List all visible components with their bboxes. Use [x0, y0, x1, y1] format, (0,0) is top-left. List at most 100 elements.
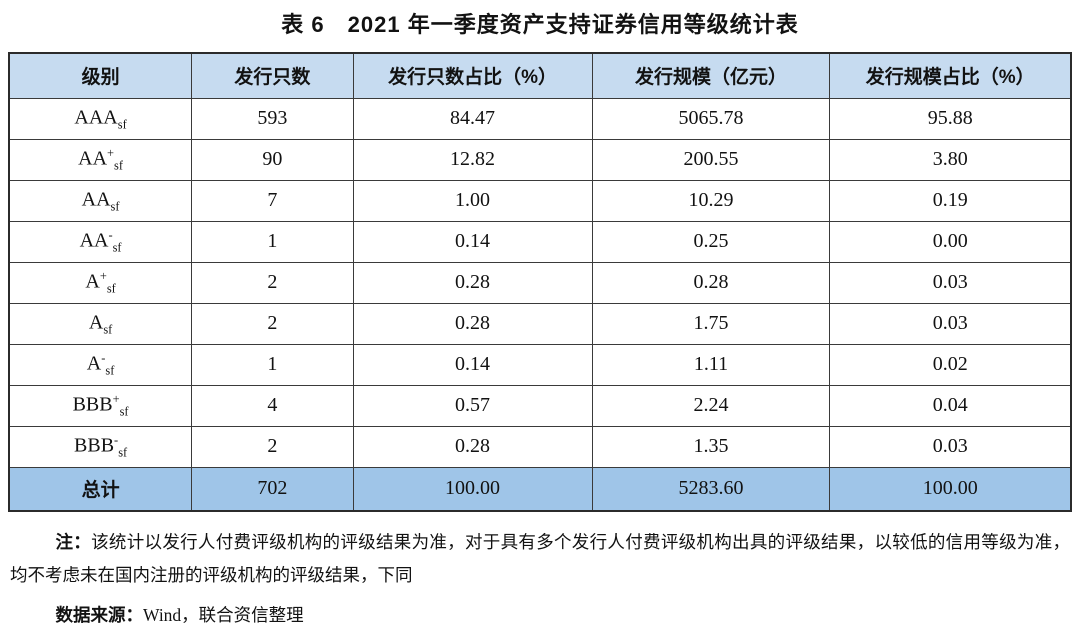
issue-scale-pct-cell: 0.19: [829, 179, 1072, 222]
issue-scale-cell: 0.25: [591, 220, 831, 263]
rating-label: AA-sf: [8, 220, 193, 263]
issue-count-pct-cell: 0.14: [352, 220, 593, 263]
rating-superscript: -: [114, 432, 119, 447]
footnotes: 注：该统计以发行人付费评级机构的评级结果为准，对于具有多个发行人付费评级机构出具…: [10, 526, 1070, 631]
header-cell-issue-count-pct: 发行只数占比（%）: [352, 52, 593, 99]
issue-scale-cell: 200.55: [591, 138, 831, 181]
note-text: 该统计以发行人付费评级机构的评级结果为准，对于具有多个发行人付费评级机构出具的评…: [10, 532, 1070, 586]
rating-subscript: sf: [110, 199, 120, 214]
total-row: 总计 702 100.00 5283.60 100.00: [8, 466, 1072, 512]
issue-scale-cell: 0.28: [591, 261, 831, 304]
rating-superscript: +: [112, 391, 120, 406]
rating-subscript: sf: [119, 404, 129, 419]
rating-base: A: [88, 311, 104, 334]
rating-statistics-table: 级别 发行只数 发行只数占比（%） 发行规模（亿元） 发行规模占比（%） AAA…: [8, 52, 1072, 512]
header-cell-issue-count: 发行只数: [191, 52, 354, 99]
table-row: BBB-sf 2 0.28 1.35 0.03: [8, 425, 1072, 468]
header-cell-issue-scale-pct: 发行规模占比（%）: [829, 52, 1072, 99]
issue-scale-pct-cell: 3.80: [829, 138, 1072, 181]
rating-base: AA: [78, 147, 108, 170]
rating-label: AA+sf: [8, 138, 193, 181]
issue-count-cell: 1: [191, 220, 354, 263]
note-prefix: 注：: [55, 532, 92, 552]
table-title: 表 6 2021 年一季度资产支持证券信用等级统计表: [281, 12, 799, 37]
issue-count-pct-cell: 12.82: [352, 138, 593, 181]
rating-subscript: sf: [103, 322, 113, 337]
issue-scale-pct-cell: 95.88: [829, 97, 1072, 140]
source-paragraph: 数据来源：Wind，联合资信整理: [10, 599, 1070, 631]
issue-scale-pct-cell: 0.03: [829, 261, 1072, 304]
issue-count-pct-cell: 0.28: [352, 302, 593, 345]
issue-count-cell: 593: [191, 97, 354, 140]
header-cell-level: 级别: [8, 52, 193, 99]
total-count: 702: [191, 466, 354, 512]
rating-label: A+sf: [8, 261, 193, 304]
issue-scale-cell: 10.29: [591, 179, 831, 222]
rating-label: A-sf: [8, 343, 193, 386]
table-row: Asf 2 0.28 1.75 0.03: [8, 302, 1072, 345]
source-prefix: 数据来源：: [55, 604, 144, 625]
rating-subscript: sf: [112, 240, 122, 255]
rating-base: BBB: [74, 434, 115, 457]
issue-count-cell: 90: [191, 138, 354, 181]
rating-subscript: sf: [118, 445, 128, 460]
total-count-pct: 100.00: [352, 466, 593, 512]
issue-count-cell: 2: [191, 302, 354, 345]
rating-superscript: +: [99, 268, 107, 283]
rating-label: Asf: [8, 302, 193, 345]
total-scale-pct: 100.00: [829, 466, 1072, 512]
table-row: A-sf 1 0.14 1.11 0.02: [8, 343, 1072, 386]
rating-base: BBB: [72, 393, 113, 416]
issue-count-pct-cell: 0.28: [352, 261, 593, 304]
issue-scale-pct-cell: 0.03: [829, 302, 1072, 345]
rating-base: AAA: [74, 106, 118, 129]
rating-base: AA: [79, 229, 109, 252]
issue-count-pct-cell: 0.57: [352, 384, 593, 427]
table-row: AAAsf 593 84.47 5065.78 95.88: [8, 97, 1072, 140]
rating-label: AAAsf: [8, 97, 193, 140]
issue-scale-pct-cell: 0.04: [829, 384, 1072, 427]
rating-base: AA: [81, 188, 111, 211]
table-row: AA+sf 90 12.82 200.55 3.80: [8, 138, 1072, 181]
issue-count-cell: 1: [191, 343, 354, 386]
rating-base: A: [85, 270, 100, 293]
rating-subscript: sf: [106, 281, 116, 296]
table-row: A+sf 2 0.28 0.28 0.03: [8, 261, 1072, 304]
rating-superscript: -: [101, 350, 106, 365]
total-label: 总计: [8, 466, 193, 512]
rating-label: BBB-sf: [8, 425, 193, 468]
issue-scale-cell: 2.24: [591, 384, 831, 427]
header-row: 级别 发行只数 发行只数占比（%） 发行规模（亿元） 发行规模占比（%）: [8, 52, 1072, 99]
issue-count-cell: 2: [191, 425, 354, 468]
issue-scale-pct-cell: 0.00: [829, 220, 1072, 263]
rating-base: A: [86, 352, 102, 375]
issue-count-pct-cell: 0.28: [352, 425, 593, 468]
issue-scale-cell: 1.11: [591, 343, 831, 386]
issue-scale-pct-cell: 0.03: [829, 425, 1072, 468]
issue-count-cell: 2: [191, 261, 354, 304]
source-text: Wind，联合资信整理: [143, 604, 304, 625]
rating-label: BBB+sf: [8, 384, 193, 427]
note-paragraph: 注：该统计以发行人付费评级机构的评级结果为准，对于具有多个发行人付费评级机构出具…: [10, 526, 1070, 593]
header-cell-issue-scale: 发行规模（亿元）: [591, 52, 831, 99]
issue-count-pct-cell: 0.14: [352, 343, 593, 386]
rating-superscript: +: [107, 145, 115, 160]
issue-scale-cell: 1.75: [591, 302, 831, 345]
table-row: AA-sf 1 0.14 0.25 0.00: [8, 220, 1072, 263]
issue-count-pct-cell: 1.00: [352, 179, 593, 222]
table-row: AAsf 7 1.00 10.29 0.19: [8, 179, 1072, 222]
issue-count-pct-cell: 84.47: [352, 97, 593, 140]
issue-scale-cell: 1.35: [591, 425, 831, 468]
issue-count-cell: 4: [191, 384, 354, 427]
issue-count-cell: 7: [191, 179, 354, 222]
rating-subscript: sf: [117, 117, 127, 132]
table-row: BBB+sf 4 0.57 2.24 0.04: [8, 384, 1072, 427]
total-scale: 5283.60: [591, 466, 831, 512]
rating-superscript: -: [108, 227, 113, 242]
issue-scale-pct-cell: 0.02: [829, 343, 1072, 386]
rating-subscript: sf: [105, 363, 115, 378]
rating-label: AAsf: [8, 179, 193, 222]
issue-scale-cell: 5065.78: [591, 97, 831, 140]
rating-subscript: sf: [114, 158, 123, 173]
